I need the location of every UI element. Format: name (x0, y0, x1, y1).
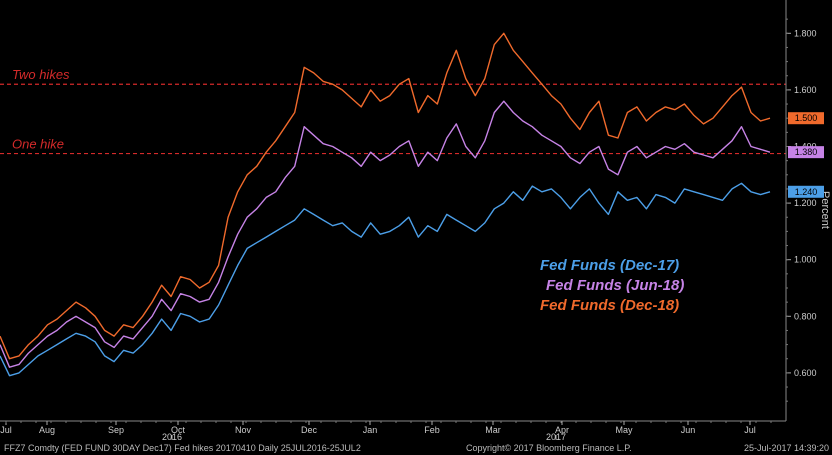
series-line (0, 100, 771, 368)
y-axis-label: Percent (819, 191, 831, 229)
last-value-tags: 1.240 1.380 1.500 (788, 112, 824, 198)
x-tick-label: Feb (424, 425, 440, 435)
y-tick-label: 1.800 (794, 28, 817, 38)
reference-lines: Two hikes One hike (0, 67, 786, 155)
x-tick-label: Jun (681, 425, 696, 435)
x-tick-label: Dec (301, 425, 318, 435)
x-year-label: 2016 (162, 432, 182, 440)
x-tick-label: Sep (108, 425, 124, 435)
y-tick-label: 0.600 (794, 368, 817, 378)
series-lines (0, 32, 771, 377)
x-tick-label: Nov (235, 425, 252, 435)
x-tick-label: Aug (39, 425, 55, 435)
x-tick-label: Mar (485, 425, 501, 435)
x-year-label: 2017 (546, 432, 566, 440)
footer-source: FFZ7 Comdty (FED FUND 30DAY Dec17) Fed h… (4, 443, 361, 453)
reference-line-label: One hike (12, 137, 64, 152)
last-value-tag (788, 112, 824, 125)
y-tick-label: 1.200 (794, 198, 817, 208)
x-tick-label: Oct (171, 425, 186, 435)
x-tick-label: Jul (744, 425, 756, 435)
reference-line-label: Two hikes (12, 67, 70, 82)
last-value-label: 1.380 (795, 147, 818, 157)
series-line (0, 32, 771, 360)
x-tick-label: Apr (555, 425, 569, 435)
y-tick-label: 0.800 (794, 311, 817, 321)
footer-timestamp: 25-Jul-2017 14:39:20 (744, 443, 830, 453)
x-tick-label: May (615, 425, 633, 435)
x-tick-label: Jan (363, 425, 378, 435)
legend-entry: Fed Funds (Dec-18) (540, 297, 679, 314)
chart-background (0, 0, 832, 440)
last-value-label: 1.500 (795, 113, 818, 123)
footer-copyright: Copyright© 2017 Bloomberg Finance L.P. (466, 443, 632, 453)
legend-entry: Fed Funds (Jun-18) (546, 277, 684, 294)
series-line (0, 182, 771, 377)
x-axis: Jul Aug Sep Oct Nov Dec Jan Feb Mar Apr May Jun Jul 2… (0, 421, 772, 440)
y-tick-label: 1.600 (794, 85, 817, 95)
last-value-tag (788, 146, 824, 159)
last-value-label: 1.240 (795, 187, 818, 197)
x-tick-label: Jul (0, 425, 12, 435)
y-tick-label: 1.000 (794, 255, 817, 265)
footer: FFZ7 Comdty (FED FUND 30DAY Dec17) Fed h… (0, 440, 832, 455)
legend: Fed Funds (Dec-17) Fed Funds (Jun-18) Fed … (540, 257, 684, 314)
legend-entry: Fed Funds (Dec-17) (540, 257, 679, 274)
last-value-tag (788, 185, 824, 198)
